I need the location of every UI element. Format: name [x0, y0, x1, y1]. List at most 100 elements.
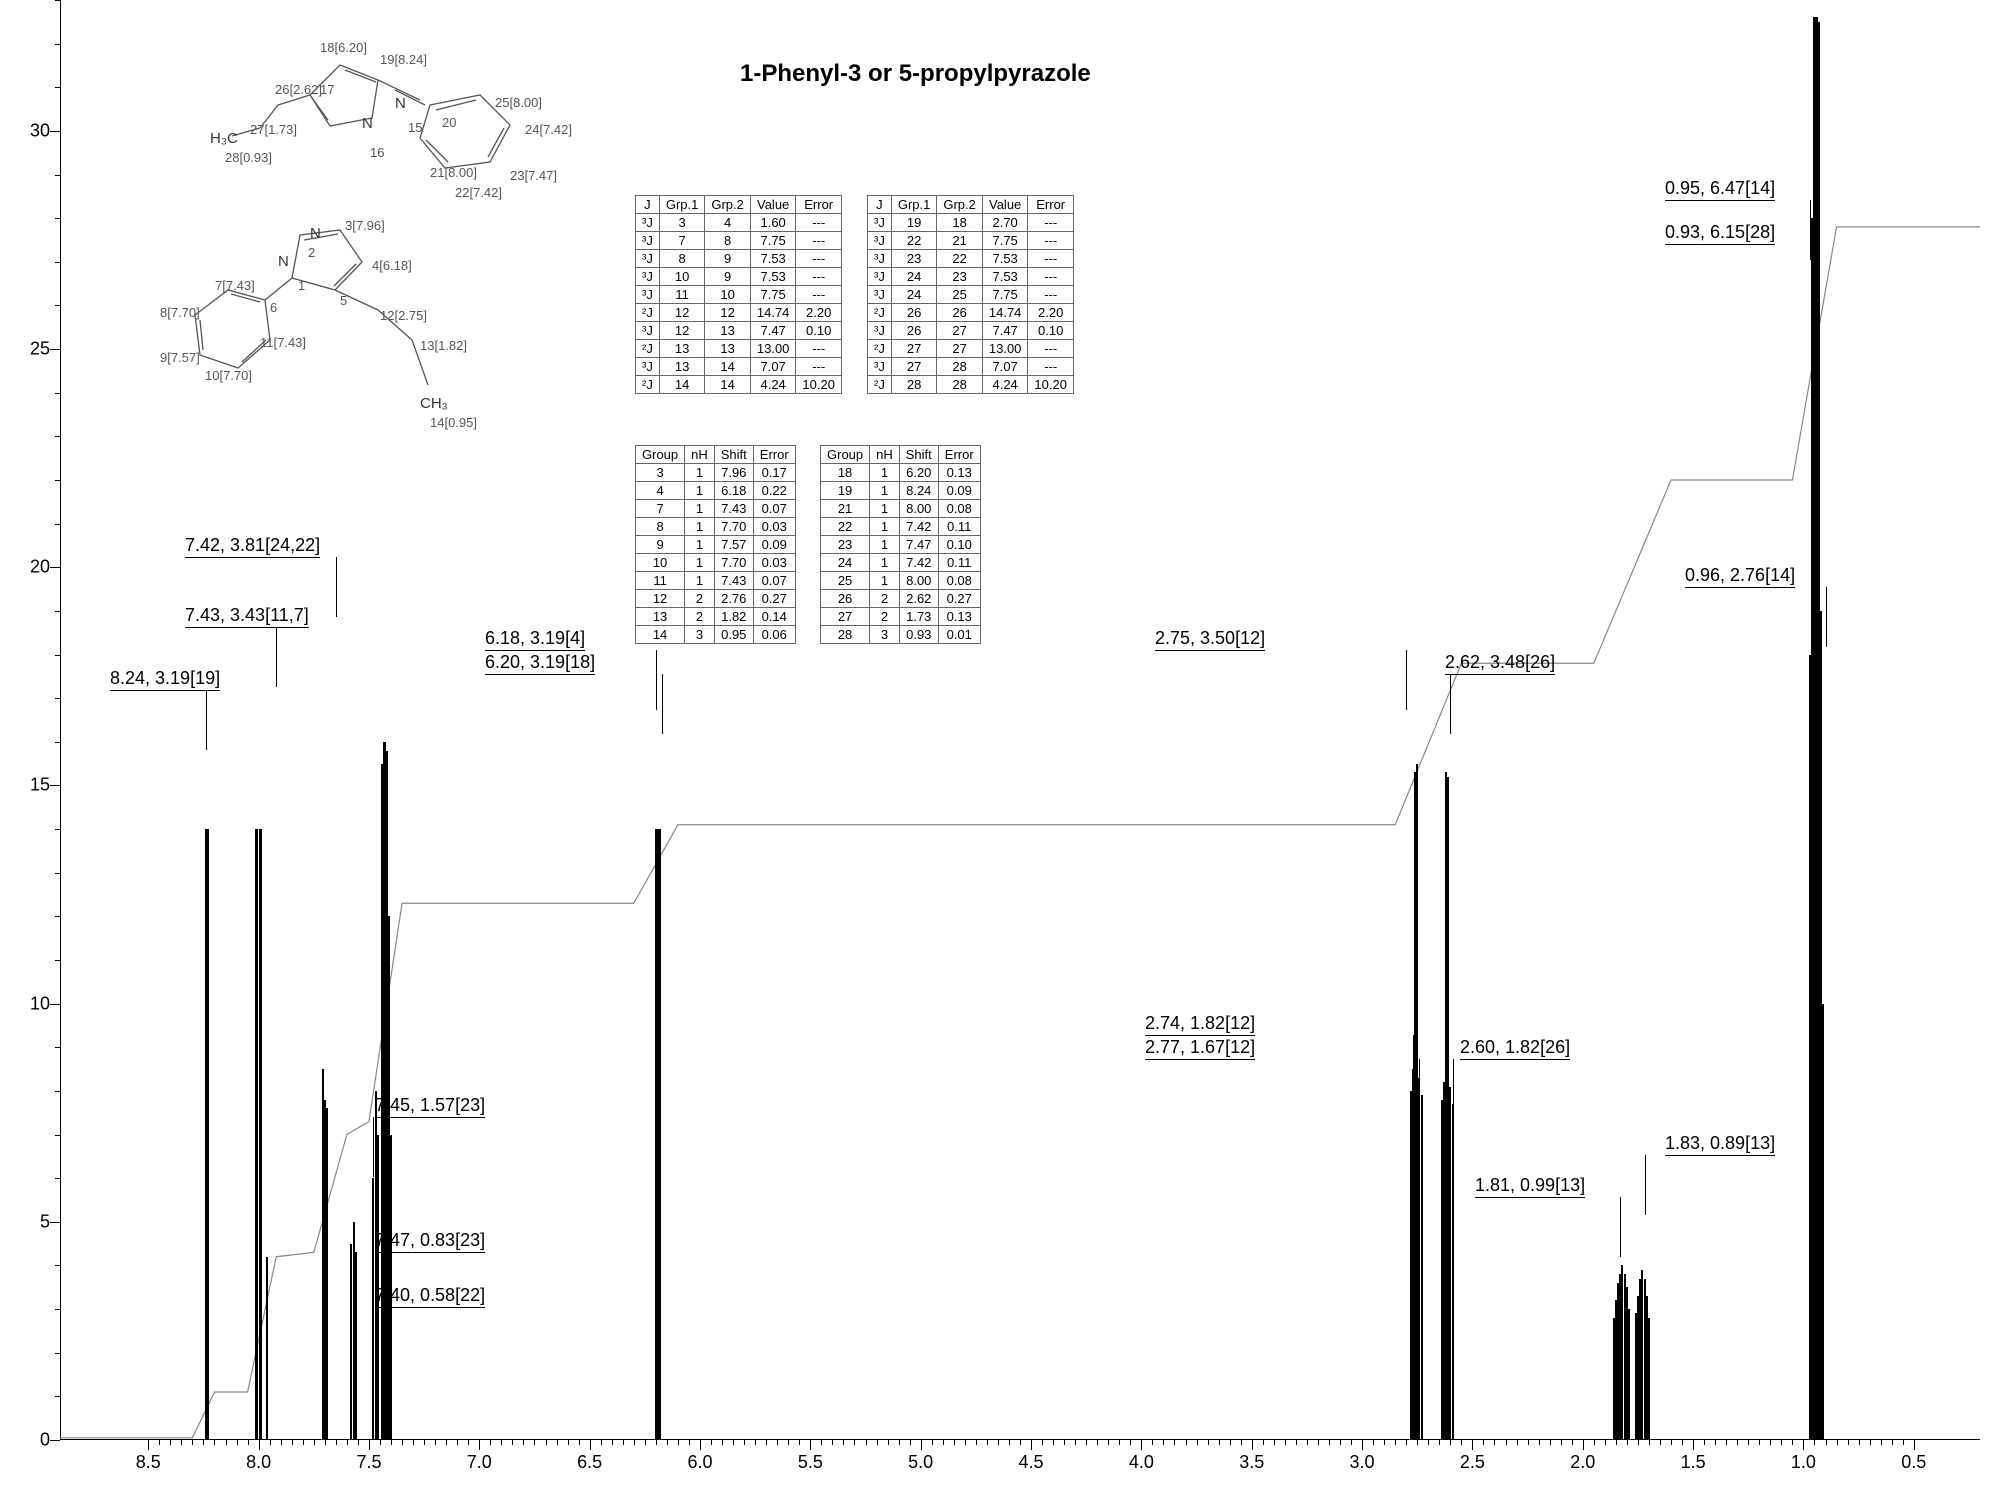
table-cell: 12 [659, 322, 705, 340]
table-cell: 1 [870, 482, 900, 500]
table-row: ²J28284.2410.20 [868, 376, 1074, 394]
x-minor-tick [877, 1440, 878, 1445]
x-tick [259, 1440, 260, 1450]
x-minor-tick [1340, 1440, 1341, 1445]
table-cell: 0.03 [753, 554, 795, 572]
x-minor-tick [579, 1440, 580, 1445]
table-cell: 13 [659, 340, 705, 358]
x-minor-tick [1494, 1440, 1495, 1445]
spectrum-peak [1421, 1095, 1423, 1440]
table-cell: 0.03 [753, 518, 795, 536]
table-row: ³J24257.75--- [868, 286, 1074, 304]
table-row: 2622.620.27 [821, 590, 981, 608]
x-minor-tick [314, 1440, 315, 1445]
table-cell: 27 [937, 340, 983, 358]
x-minor-tick [1439, 1440, 1440, 1445]
table-cell: 9 [636, 536, 685, 554]
x-minor-tick [678, 1440, 679, 1445]
y-tick [50, 785, 60, 786]
peak-label: 1.81, 0.99[13] [1475, 1175, 1585, 1198]
x-minor-tick [1671, 1440, 1672, 1445]
peak-label: 8.24, 3.19[19] [110, 668, 220, 691]
table-row: ³J27287.07--- [868, 358, 1074, 376]
table-cell: 0.06 [753, 626, 795, 644]
table-cell: 0.14 [753, 608, 795, 626]
spectrum-peak [355, 1252, 357, 1440]
j-coupling-table-right: JGrp.1Grp.2ValueError³J19182.70---³J2221… [867, 195, 1074, 394]
table-cell: 11 [659, 286, 705, 304]
table-cell: 7 [636, 500, 685, 518]
y-tick [50, 131, 60, 132]
table-cell: --- [796, 268, 842, 286]
y-minor-tick [55, 742, 60, 743]
table-cell: 19 [891, 214, 937, 232]
x-minor-tick [1384, 1440, 1385, 1445]
table-cell: 1 [685, 482, 715, 500]
x-minor-tick [1119, 1440, 1120, 1445]
peak-label: 2.62, 3.48[26] [1445, 652, 1555, 675]
table-header: Error [796, 196, 842, 214]
x-minor-tick [1627, 1440, 1628, 1445]
table-cell: ³J [868, 322, 892, 340]
table-cell: 0.07 [753, 500, 795, 518]
table-cell: --- [1028, 358, 1074, 376]
molecule-position-label: 12[2.75] [380, 308, 427, 323]
x-tick-label: 4.0 [1129, 1452, 1154, 1473]
table-cell: 27 [891, 340, 937, 358]
table-cell: 9 [705, 268, 751, 286]
table-cell: 13 [705, 340, 751, 358]
table-cell: 7.43 [714, 572, 753, 590]
table-cell: 26 [821, 590, 870, 608]
table-cell: 0.13 [938, 608, 980, 626]
x-tick [700, 1440, 701, 1450]
table-cell: ³J [868, 232, 892, 250]
table-header: Grp.2 [937, 196, 983, 214]
table-row: ³J23227.53--- [868, 250, 1074, 268]
x-minor-tick [601, 1440, 602, 1445]
x-minor-tick [1186, 1440, 1187, 1445]
x-minor-tick [899, 1440, 900, 1445]
table-cell: 7.43 [714, 500, 753, 518]
x-minor-tick [358, 1440, 359, 1445]
peak-label: 0.95, 6.47[14] [1665, 178, 1775, 201]
table-cell: 0.08 [938, 572, 980, 590]
y-tick-label: 25 [10, 339, 50, 360]
x-minor-tick [1539, 1440, 1540, 1445]
x-minor-tick [1053, 1440, 1054, 1445]
table-header: Group [636, 446, 685, 464]
table-row: 2518.000.08 [821, 572, 981, 590]
x-minor-tick [1461, 1440, 1462, 1445]
shift-table-right: GroupnHShiftError1816.200.131918.240.092… [820, 445, 981, 644]
peak-leader [1826, 587, 1827, 647]
table-cell: 13 [705, 322, 751, 340]
x-minor-tick [910, 1440, 911, 1445]
x-tick-label: 5.5 [798, 1452, 823, 1473]
spectrum-peak [259, 829, 262, 1440]
molecule-position-label: 1 [298, 278, 305, 293]
x-tick-label: 8.5 [136, 1452, 161, 1473]
x-minor-tick [1759, 1440, 1760, 1445]
x-minor-tick [689, 1440, 690, 1445]
table-cell: 4.24 [982, 376, 1028, 394]
table-cell: ³J [868, 358, 892, 376]
x-tick-label: 4.5 [1019, 1452, 1044, 1473]
x-minor-tick [468, 1440, 469, 1445]
table-cell: 21 [821, 500, 870, 518]
table-cell: 2.62 [899, 590, 938, 608]
table-cell: 10.20 [1028, 376, 1074, 394]
y-tick [50, 1440, 60, 1441]
table-row: 917.570.09 [636, 536, 796, 554]
table-cell: 14 [659, 376, 705, 394]
x-minor-tick [523, 1440, 524, 1445]
y-minor-tick [55, 698, 60, 699]
x-minor-tick [965, 1440, 966, 1445]
table-cell: 1 [870, 464, 900, 482]
x-tick-label: 1.5 [1681, 1452, 1706, 1473]
table-cell: 7 [659, 232, 705, 250]
table-cell: 7.07 [750, 358, 796, 376]
x-minor-tick [192, 1440, 193, 1445]
table-cell: 7.47 [899, 536, 938, 554]
y-tick-label: 5 [10, 1211, 50, 1232]
table-header: Value [750, 196, 796, 214]
peak-leader [373, 1117, 374, 1177]
